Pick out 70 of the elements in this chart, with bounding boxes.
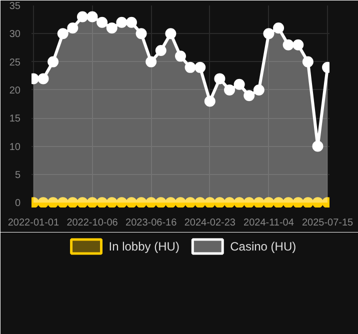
y-tick-label: 25 xyxy=(9,57,21,68)
point xyxy=(282,197,294,208)
point xyxy=(165,197,176,208)
point xyxy=(184,197,196,208)
y-tick-label: 35 xyxy=(9,1,21,12)
point xyxy=(175,197,186,208)
y-tick-label: 5 xyxy=(14,170,21,181)
y-tick-label: 30 xyxy=(9,29,21,40)
point xyxy=(86,11,98,22)
point xyxy=(106,197,118,208)
point xyxy=(67,197,78,208)
point xyxy=(194,197,206,208)
point xyxy=(106,22,118,34)
point xyxy=(273,197,284,208)
point xyxy=(96,16,108,28)
point xyxy=(312,140,324,152)
point xyxy=(116,197,128,208)
point xyxy=(48,197,59,208)
y-tick-label: 0 xyxy=(14,198,21,210)
legend-label: Casino (HU) xyxy=(230,240,296,254)
legend-label: In lobby (HU) xyxy=(108,240,180,254)
point xyxy=(244,197,255,208)
point xyxy=(38,197,49,208)
point xyxy=(234,197,245,208)
x-tick-label: 2022-10-06 xyxy=(66,218,118,228)
point xyxy=(155,197,166,208)
point xyxy=(263,28,274,40)
point xyxy=(234,78,245,90)
point xyxy=(224,197,236,208)
point xyxy=(302,197,314,208)
x-tick-label: 2024-02-23 xyxy=(184,218,236,228)
point xyxy=(48,56,59,68)
point xyxy=(224,84,236,96)
y-tick-label: 15 xyxy=(9,114,21,125)
y-tick-label: 10 xyxy=(9,142,21,153)
point xyxy=(263,197,274,208)
x-tick-label: 2022-01-01 xyxy=(8,218,60,228)
point xyxy=(146,56,157,68)
point xyxy=(273,22,284,34)
point xyxy=(136,197,147,208)
point xyxy=(244,90,255,102)
point xyxy=(312,197,324,208)
point xyxy=(292,197,304,208)
point xyxy=(292,39,304,50)
point xyxy=(165,28,176,40)
point xyxy=(214,197,226,208)
point xyxy=(126,197,137,208)
point xyxy=(214,73,226,84)
x-tick-label: 2025-07-15 xyxy=(302,218,354,228)
point xyxy=(253,197,264,208)
point xyxy=(67,22,78,34)
point xyxy=(136,28,147,40)
point xyxy=(204,96,216,107)
point xyxy=(96,197,108,208)
y-tick-label: 20 xyxy=(9,85,21,96)
point xyxy=(38,73,49,84)
point xyxy=(155,45,166,56)
point xyxy=(76,197,88,208)
point xyxy=(86,197,98,208)
point xyxy=(126,16,137,28)
x-tick-label: 2024-11-04 xyxy=(244,218,294,228)
point xyxy=(146,197,157,208)
point xyxy=(175,50,186,62)
point xyxy=(57,28,68,40)
point xyxy=(194,62,206,73)
point xyxy=(253,84,264,96)
point xyxy=(204,197,216,208)
x-tick-label: 2023-06-16 xyxy=(126,218,178,228)
point xyxy=(57,197,68,208)
point xyxy=(302,56,314,68)
